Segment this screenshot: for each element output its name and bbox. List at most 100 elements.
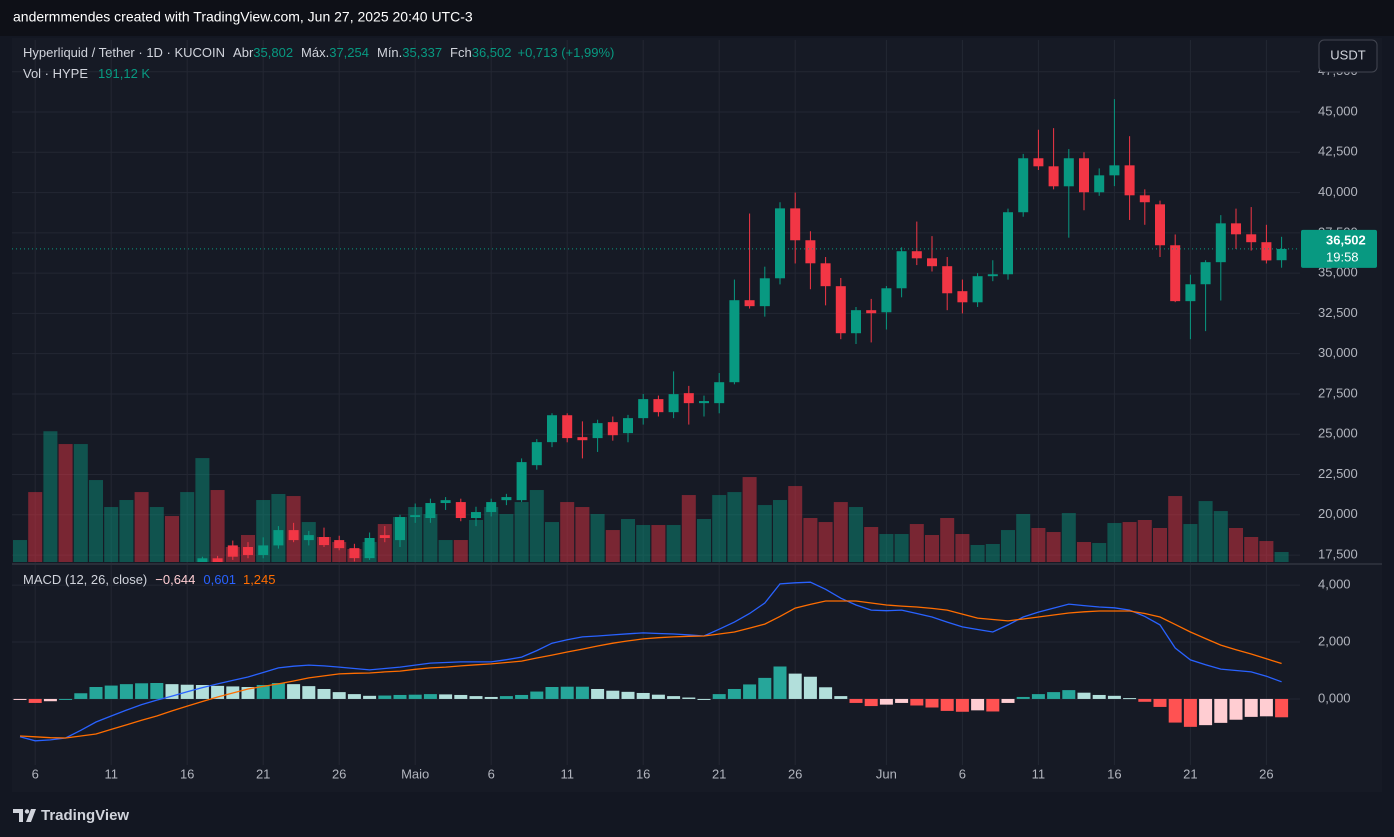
volume-bar — [788, 486, 803, 562]
candle-body — [972, 276, 983, 303]
histogram-bar — [1092, 694, 1106, 699]
candle-body — [243, 547, 253, 556]
legend-value: 37,254 — [329, 45, 369, 60]
candle-body — [410, 515, 421, 518]
candle-body — [501, 497, 512, 501]
histogram-bar — [940, 698, 954, 711]
candle-body — [486, 502, 497, 513]
candle-body — [759, 278, 770, 307]
logo-shape — [13, 809, 23, 822]
volume-bar — [940, 518, 955, 562]
volume-bar — [1092, 543, 1107, 562]
candle-body — [896, 251, 907, 289]
histogram-bar — [499, 696, 513, 699]
y-tick-label: 40,000 — [1318, 184, 1358, 199]
histogram-bar — [1062, 690, 1076, 699]
x-tick-label: Maio — [401, 766, 429, 781]
histogram-bar — [667, 696, 681, 699]
volume-bar — [58, 444, 73, 562]
volume-bar — [1274, 552, 1289, 562]
candle-body — [349, 548, 360, 559]
candle-body — [1276, 248, 1287, 261]
countdown: 19:58 — [1326, 249, 1359, 264]
volume-bar — [484, 507, 499, 562]
candle-body — [927, 258, 937, 267]
axes: 17,500 20,000 22,500 25,000 27,500 30,000 32,5… — [32, 63, 1377, 781]
histogram-bar — [135, 683, 149, 699]
candle-body — [1124, 165, 1135, 196]
histogram-bar — [712, 694, 726, 699]
grid — [12, 40, 1300, 765]
x-tick-label: 26 — [788, 766, 802, 781]
histogram-bar — [1183, 698, 1197, 727]
volume-bar — [438, 540, 453, 562]
candle-body — [455, 502, 466, 519]
volume-bar — [134, 492, 149, 562]
candle-body — [1246, 234, 1257, 243]
legend-label: Máx. — [301, 45, 329, 60]
candle-body — [623, 418, 633, 434]
volume-bar — [727, 492, 742, 562]
x-tick-label: Jun — [876, 766, 897, 781]
currency-button[interactable] — [1318, 39, 1378, 73]
volume-bar — [970, 545, 985, 562]
histogram-bar — [515, 694, 529, 699]
histogram-bar — [910, 698, 924, 706]
volume-bar — [590, 514, 605, 562]
candle-body — [1185, 284, 1196, 302]
volume-bar — [13, 540, 27, 562]
legend-value: 35,337 — [402, 45, 442, 60]
volume-bar — [165, 516, 179, 562]
volume-bar — [621, 519, 635, 562]
x-tick-label: 16 — [636, 766, 650, 781]
candle-body — [1231, 223, 1241, 235]
histogram-bar — [606, 690, 620, 699]
y-tick-label: 32,500 — [1318, 305, 1358, 320]
histogram-bar — [150, 683, 164, 699]
candle-body — [714, 382, 725, 404]
volume-bar — [1259, 541, 1274, 562]
volume-bar — [1198, 501, 1213, 562]
top-bar — [0, 0, 1394, 36]
histogram-value: −0,644 — [155, 572, 195, 587]
candle-body — [531, 442, 542, 466]
chart-area — [12, 38, 1382, 792]
candle-body — [319, 537, 329, 546]
attribution: andermmendes created with TradingView.co… — [13, 9, 473, 25]
volume-bar — [1229, 528, 1243, 562]
x-tick-label: 6 — [959, 766, 966, 781]
x-tick-label: 11 — [104, 766, 118, 781]
volume-bar — [849, 507, 863, 562]
histogram-bar — [454, 694, 468, 699]
volume-layer — [13, 431, 1289, 562]
candle-body — [607, 422, 618, 436]
logo-shape — [26, 809, 36, 822]
histogram-bar — [1199, 698, 1213, 726]
volume-bar — [514, 502, 529, 562]
last-price-box — [1301, 229, 1377, 268]
legend-value: 35,802 — [253, 45, 293, 60]
volume-bar — [377, 524, 392, 562]
histogram-bar — [1259, 698, 1273, 717]
currency-label[interactable]: USDT — [1330, 47, 1365, 62]
histogram-bar — [955, 698, 969, 712]
volume-bar — [1001, 530, 1015, 562]
candle-body — [866, 310, 877, 314]
legend-change: +0,713 (+1,99%) — [517, 45, 614, 60]
volume-bar — [894, 534, 909, 562]
volume-bar — [423, 514, 438, 562]
volume-bar — [636, 525, 651, 562]
histogram-bar — [347, 694, 361, 699]
macd-layer — [13, 581, 1289, 742]
volume-bar — [43, 431, 58, 562]
candle-body — [790, 208, 801, 241]
volume-bar — [1168, 496, 1183, 562]
candle-body — [425, 503, 436, 519]
candle-body — [577, 437, 588, 441]
y-tick-label: 2,000 — [1318, 633, 1351, 648]
histogram-bar — [1153, 698, 1167, 707]
macd-name: MACD (12, 26, close) — [23, 572, 147, 587]
histogram-bar — [74, 693, 88, 699]
symbol: Hyperliquid / Tether · 1D · KUCOIN — [23, 45, 225, 60]
histogram-bar — [864, 698, 878, 707]
